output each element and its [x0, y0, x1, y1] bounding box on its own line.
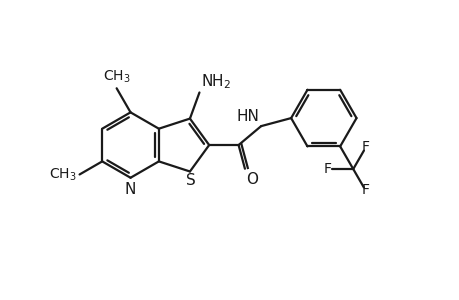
Text: CH$_3$: CH$_3$: [103, 69, 130, 85]
Text: O: O: [246, 172, 257, 187]
Text: N: N: [124, 182, 136, 197]
Text: S: S: [185, 173, 196, 188]
Text: F: F: [361, 140, 369, 154]
Text: HN: HN: [236, 109, 258, 124]
Text: CH$_3$: CH$_3$: [49, 166, 77, 183]
Text: F: F: [361, 183, 369, 197]
Text: NH$_2$: NH$_2$: [201, 72, 231, 91]
Text: F: F: [323, 162, 331, 176]
